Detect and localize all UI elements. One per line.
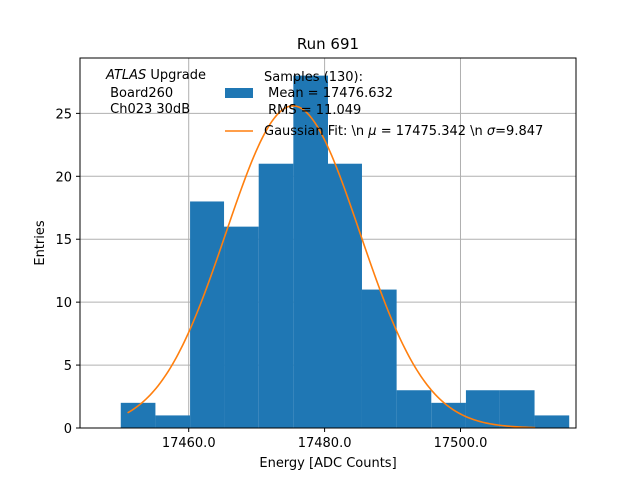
annotation-atlas: ATLAS — [105, 68, 146, 83]
histogram-bar — [190, 201, 225, 428]
legend-fit-text-b: = 17475.342 \n — [377, 124, 487, 139]
y-tick-label: 10 — [55, 296, 72, 311]
legend-fit-text-a: Gaussian Fit: \n — [264, 124, 368, 139]
annotation-line-2: Board260 — [106, 86, 173, 101]
y-tick-label: 20 — [55, 170, 72, 185]
histogram-bar — [224, 226, 259, 428]
x-tick-label: 17460.0 — [162, 436, 216, 451]
legend-swatch-samples — [225, 88, 253, 98]
y-axis-ticks: 0 5 10 15 20 25 — [55, 107, 80, 437]
y-axis-label: Entries — [33, 220, 48, 266]
histogram-bar — [155, 415, 191, 428]
histogram-bar — [120, 402, 156, 428]
plot-frame — [79, 57, 577, 429]
legend-samples-line-3: RMS = 11.049 — [264, 103, 361, 118]
histogram-bars — [120, 75, 570, 428]
x-axis-label: Energy [ADC Counts] — [259, 456, 396, 471]
histogram-bar — [499, 390, 535, 428]
histogram-bar — [534, 415, 570, 428]
histogram-bar — [396, 390, 432, 428]
y-tick-label: 5 — [64, 359, 72, 374]
gaussian-fit-curve — [127, 105, 536, 429]
chart-title: Run 691 — [297, 35, 359, 53]
annotation-line-3: Ch023 30dB — [106, 102, 190, 117]
y-tick-label: 15 — [55, 233, 72, 248]
legend-fit-mu: μ — [367, 124, 376, 139]
legend-fit-text-c: =9.847 — [495, 124, 543, 139]
y-tick-label: 25 — [55, 107, 72, 122]
x-tick-label: 17480.0 — [298, 436, 352, 451]
atlas-annotation: ATLAS Upgrade Board260 Ch023 30dB — [105, 68, 206, 117]
legend: Samples (130): Mean = 17476.632 RMS = 11… — [225, 70, 543, 139]
legend-fit-label: Gaussian Fit: \n μ = 17475.342 \n σ=9.84… — [264, 124, 543, 139]
legend-samples-line-1: Samples (130): — [264, 70, 363, 85]
x-axis-ticks: 17460.0 17480.0 17500.0 — [162, 428, 488, 451]
histogram-bar — [361, 289, 397, 428]
y-tick-label: 0 — [64, 422, 72, 437]
legend-samples-line-2: Mean = 17476.632 — [264, 86, 393, 101]
histogram-bar — [258, 163, 294, 428]
x-tick-label: 17500.0 — [434, 436, 488, 451]
legend-fit-sigma: σ — [487, 124, 496, 139]
annotation-upgrade: Upgrade — [146, 68, 206, 83]
gaussian-fit — [127, 105, 536, 429]
histogram-bar — [328, 163, 362, 428]
annotation-line-1: ATLAS Upgrade — [105, 68, 206, 83]
